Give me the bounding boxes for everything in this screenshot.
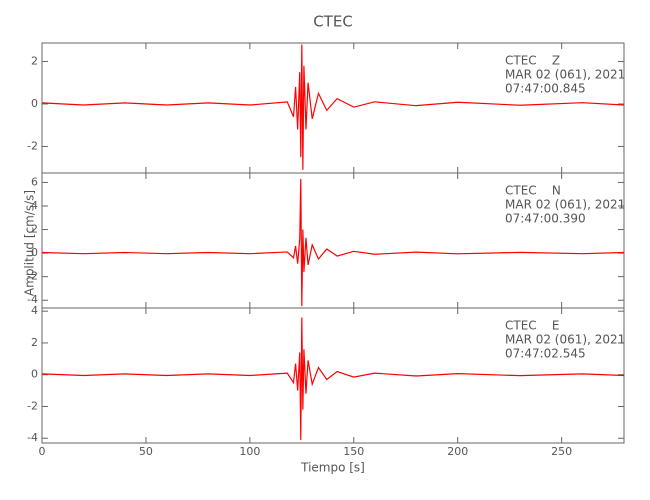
x-axis-label: Tiempo [s] — [300, 461, 365, 475]
y-tick-label: 0 — [31, 97, 38, 110]
annotation: 07:47:02.545 — [505, 347, 586, 361]
y-tick-label: 4 — [31, 199, 38, 212]
annotation: MAR 02 (061), 2021 — [505, 198, 625, 212]
annotation: MAR 02 (061), 2021 — [505, 333, 625, 347]
annotation: 07:47:00.390 — [505, 212, 586, 226]
y-tick-label: 2 — [31, 54, 38, 67]
annotation: CTEC E — [505, 319, 560, 333]
y-tick-label: -2 — [27, 139, 38, 152]
x-tick-label: 150 — [343, 445, 364, 458]
y-tick-label: 2 — [31, 336, 38, 349]
y-tick-label: 4 — [31, 304, 38, 317]
trace — [41, 317, 625, 440]
y-tick-label: 6 — [31, 175, 38, 188]
y-tick-label: -2 — [27, 399, 38, 412]
y-tick-label: -2 — [27, 270, 38, 283]
annotation: 07:47:00.845 — [505, 82, 586, 96]
annotation: MAR 02 (061), 2021 — [505, 68, 625, 82]
y-tick-label: 0 — [31, 246, 38, 259]
trace — [41, 178, 625, 307]
y-tick-label: -4 — [27, 293, 38, 306]
y-tick-label: 2 — [31, 223, 38, 236]
y-tick-label: 0 — [31, 368, 38, 381]
chart-title: CTEC — [313, 13, 353, 31]
annotation: CTEC Z — [505, 54, 560, 68]
x-tick-label: 0 — [39, 445, 46, 458]
y-tick-label: -4 — [27, 431, 38, 444]
y-axis-label: Amplitud [cm/s/s] — [23, 190, 37, 296]
annotation: CTEC N — [505, 184, 561, 198]
trace — [41, 44, 625, 170]
x-tick-label: 200 — [447, 445, 468, 458]
x-tick-label: 100 — [239, 445, 260, 458]
x-tick-label: 50 — [139, 445, 153, 458]
x-tick-label: 250 — [551, 445, 572, 458]
